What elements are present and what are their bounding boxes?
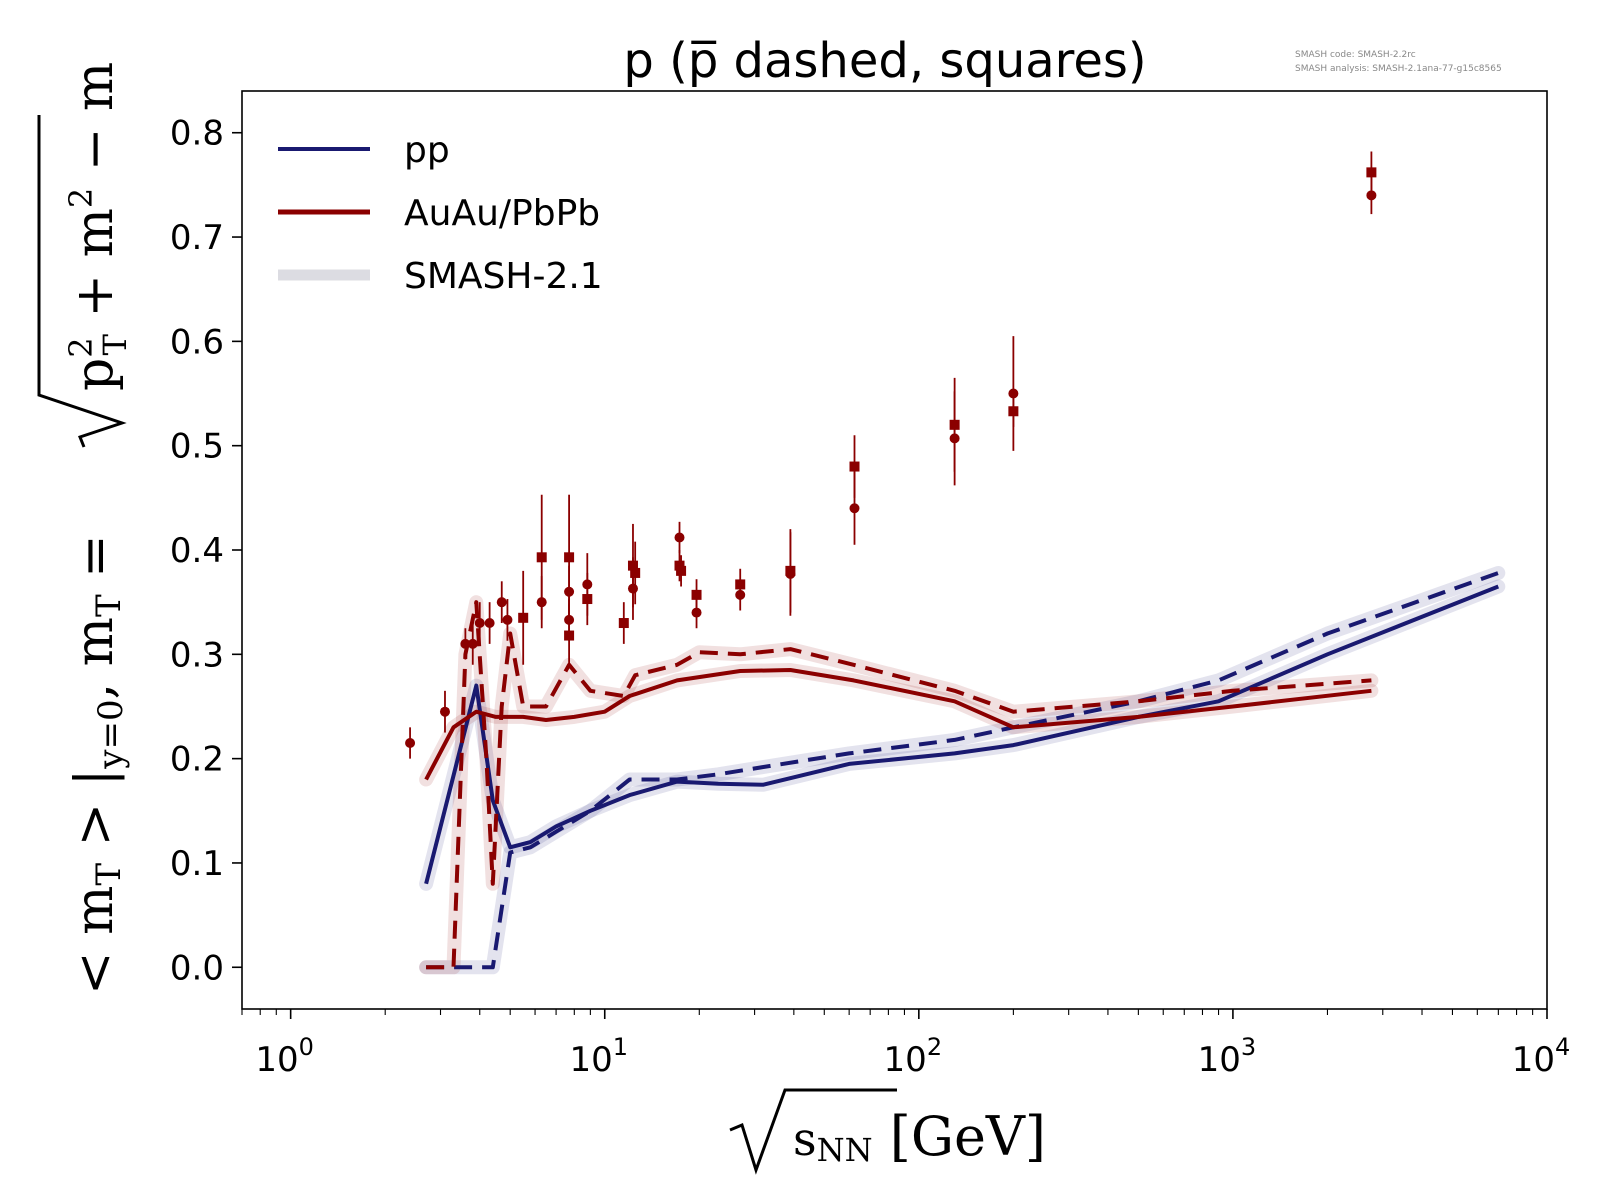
data-point-circle [439,706,450,717]
data-point-circle [1366,190,1377,201]
x-tick-label: 104 [1512,1033,1571,1080]
data-point-square [735,579,746,590]
data-point-square [691,589,702,600]
data-point-square [518,612,529,623]
legend-label-auau: AuAu/PbPb [404,193,600,234]
data-point-square [536,552,547,563]
model-bands [419,566,1506,975]
smash-band [419,595,1379,975]
y-axis-label: < mT > |y=0, mT = p2T + m2 − m [37,62,134,995]
data-point-square [676,565,687,576]
y-tick-label: 0.8 [170,114,224,154]
data-point-square [564,630,575,641]
data-point-square [564,552,575,563]
meta-analysis: SMASH analysis: SMASH-2.1ana-77-g15c8565 [1295,64,1502,74]
x-axis: 100 101 102 103 104 [241,1009,1571,1080]
data-point-circle [1008,388,1019,399]
y-tick-label: 0.4 [170,531,224,571]
y-tick-label: 0.6 [170,322,224,362]
data-point-square [627,560,638,571]
data-point-square [849,461,860,472]
y-tick-label: 0.1 [170,844,224,884]
data-point-square [1008,406,1019,417]
experimental-points [405,151,1377,759]
data-point-circle [849,503,860,514]
smash-band [419,566,1506,975]
chart-title: p (p̅ dashed, squares) [623,33,1146,89]
data-point-square [674,560,685,571]
data-point-circle [405,737,416,748]
x-label-radical [729,1088,897,1175]
x-tick-label: 103 [1198,1033,1257,1080]
y-tick-label: 0.3 [170,635,224,675]
x-tick-label: 101 [569,1033,628,1080]
legend-label-pp: pp [404,130,450,171]
y-tick-label: 0.2 [170,740,224,780]
data-point-circle [467,638,478,649]
data-point-circle [460,638,471,649]
plot-area [241,90,1548,1010]
legend: pp AuAu/PbPb SMASH-2.1 [278,130,603,297]
data-point-square [618,618,629,629]
data-point-square [1366,167,1377,178]
y-label-radicand: p2T + m2 − m [62,62,134,391]
legend-label-smash: SMASH-2.1 [404,256,603,297]
x-tick-label: 100 [255,1033,314,1080]
data-point-square [785,565,796,576]
y-label-text: < mT > |y=0, mT = [65,534,131,995]
model-lines [424,571,1500,970]
data-point-circle [484,618,495,629]
y-tick-label: 0.5 [170,427,224,467]
data-point-circle [674,532,685,543]
meta-code: SMASH code: SMASH-2.2rc [1295,50,1416,60]
data-point-circle [691,607,702,618]
data-point-square [582,594,593,605]
x-label-text: sNN [GeV] [793,1105,1046,1169]
x-tick-label: 102 [884,1033,943,1080]
y-tick-label: 0.0 [170,948,224,988]
x-axis-label: sNN [GeV] [729,1088,1046,1175]
data-point-circle [502,614,513,625]
y-axis: 0.0 0.1 0.2 0.3 0.4 0.5 0.6 0.7 0.8 [170,114,242,988]
proton-curve [424,668,1372,781]
data-point-square [630,567,641,578]
y-label-radical [37,115,127,448]
data-point-circle [496,597,507,608]
y-tick-label: 0.7 [170,218,224,258]
data-point-square [949,419,960,430]
antiproton-curve [426,600,1372,970]
data-point-circle [474,618,485,629]
